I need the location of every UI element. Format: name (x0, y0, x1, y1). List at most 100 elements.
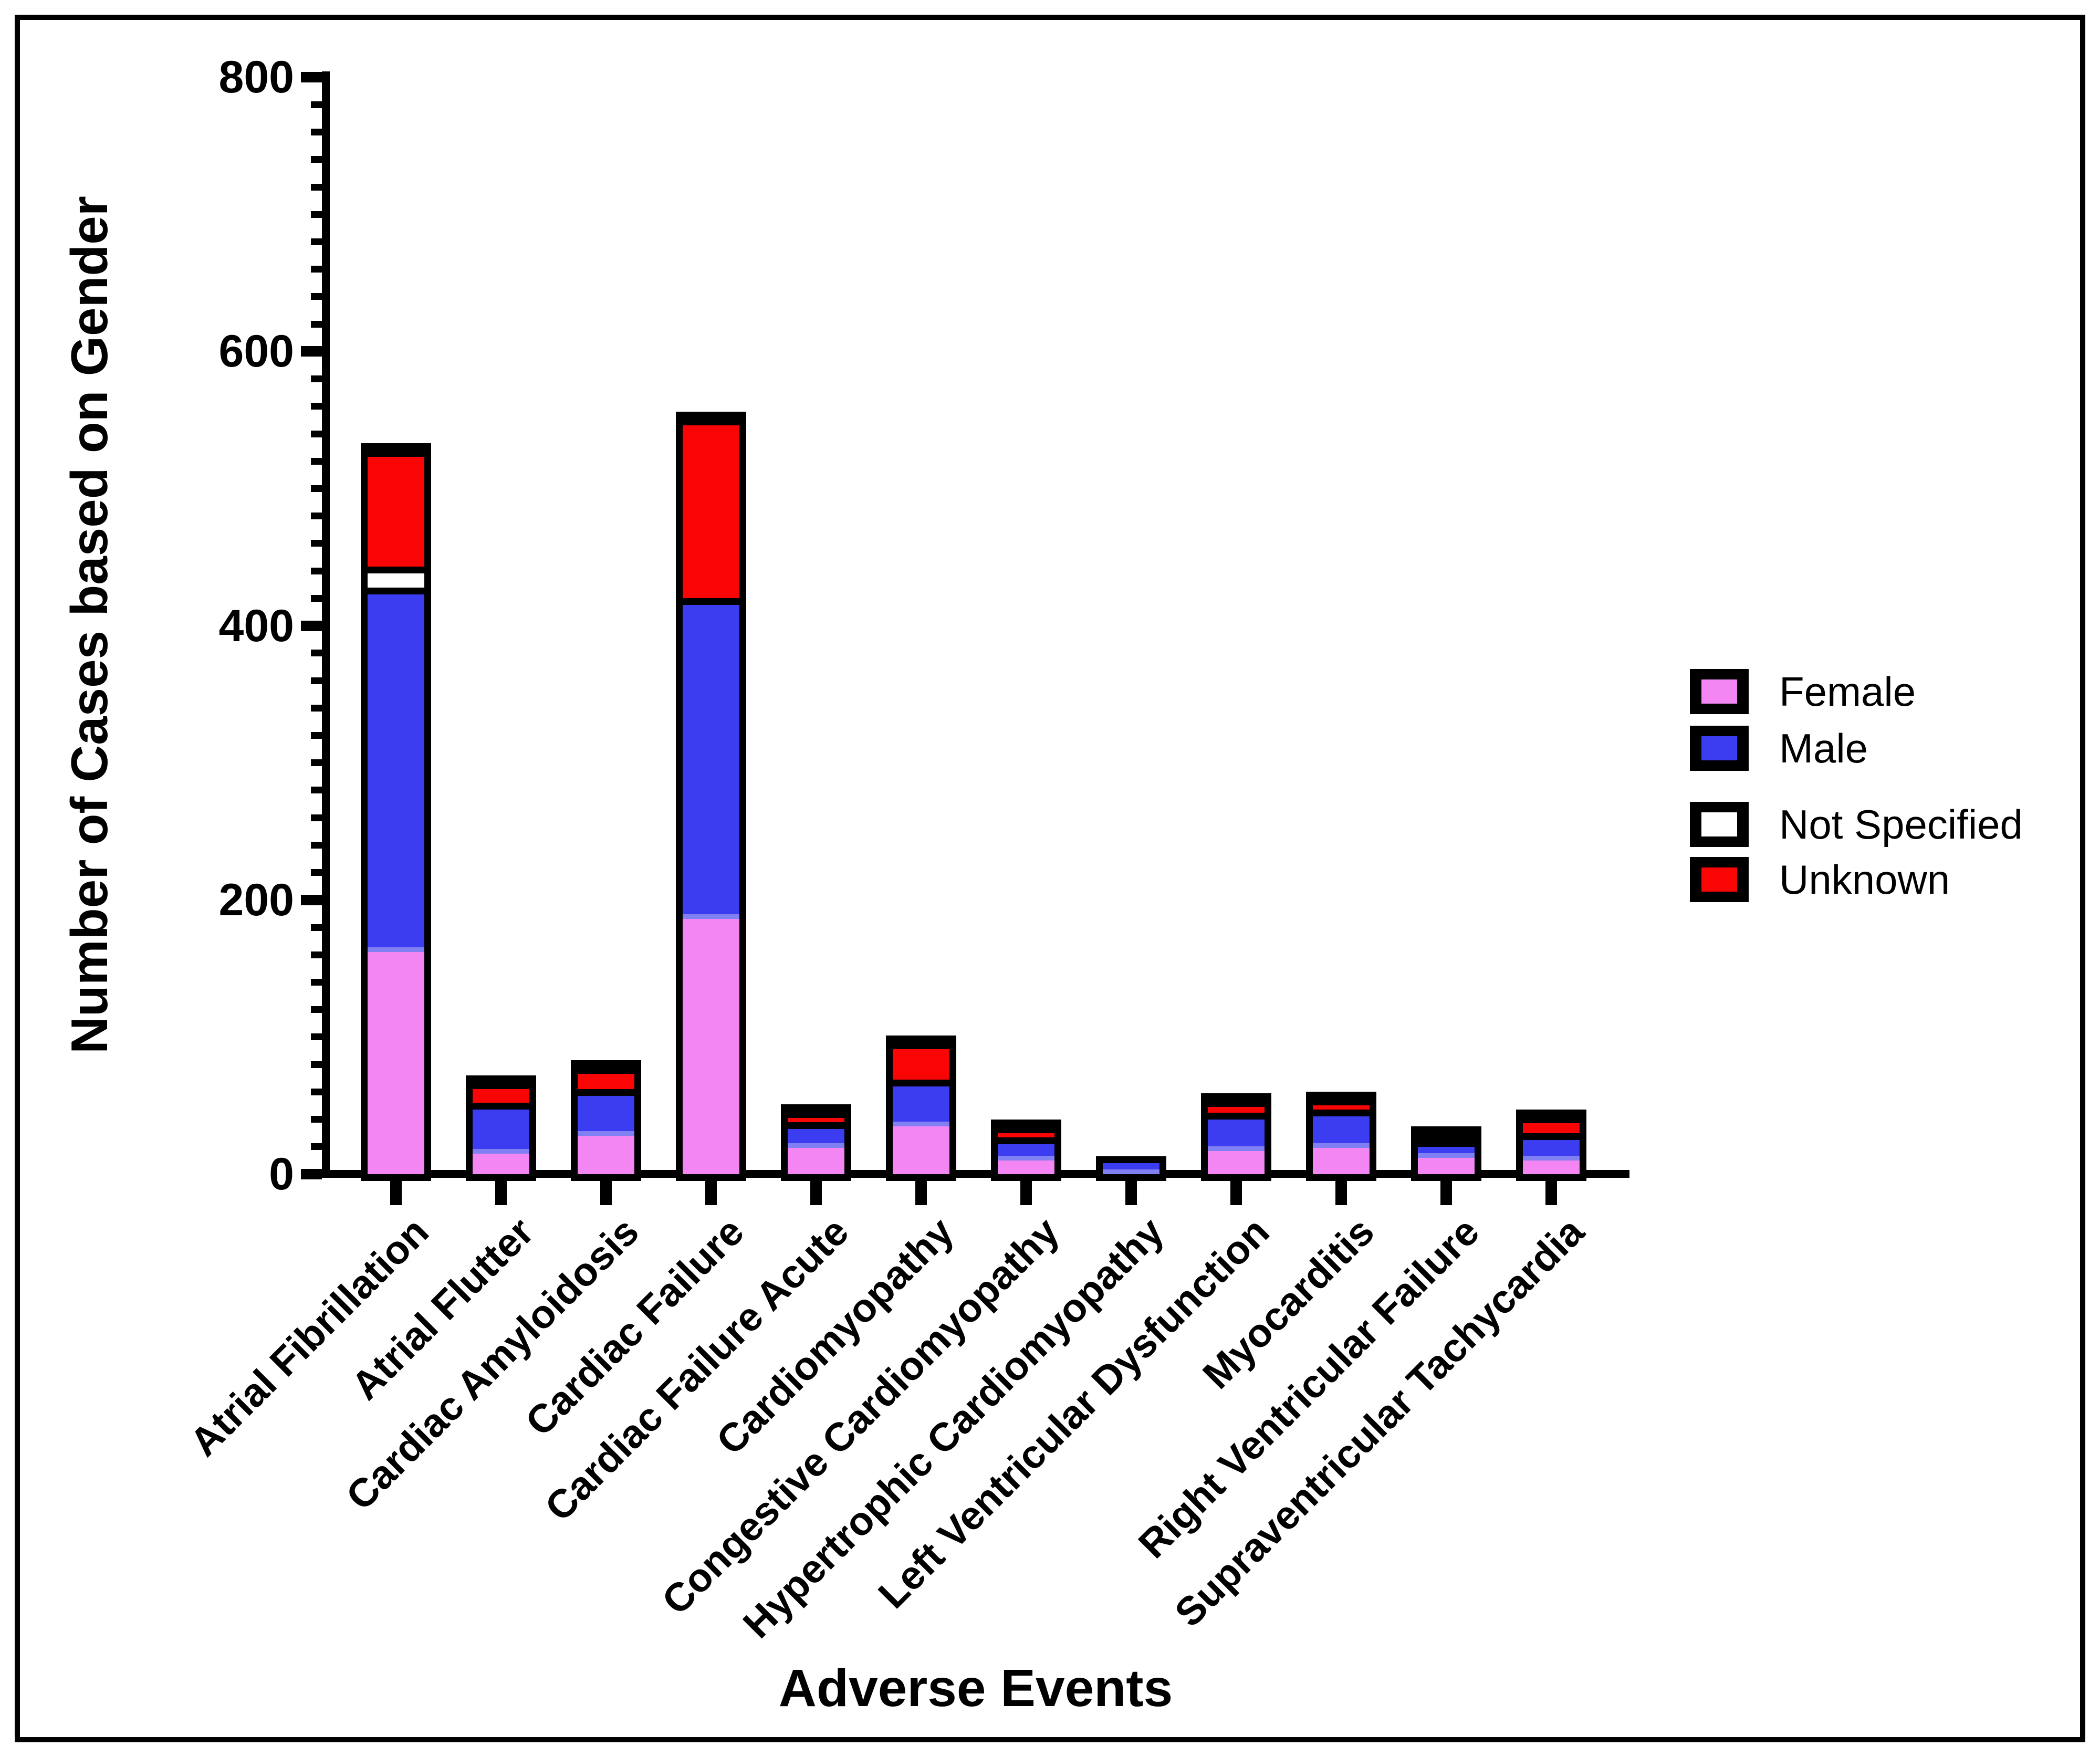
y-minor-tick (311, 650, 322, 657)
y-minor-tick (311, 320, 322, 328)
bar-segment-male (893, 1079, 949, 1126)
bar-segment-male (473, 1103, 529, 1154)
bar-atrial-flutter (466, 1075, 536, 1181)
y-minor-tick (311, 1006, 322, 1013)
x-below-tick (915, 1178, 927, 1205)
bar-segment-unknown (473, 1082, 529, 1103)
male-swatch-icon (1690, 726, 1749, 771)
legend-label: Male (1779, 725, 1868, 771)
bar-segment-unknown (578, 1067, 634, 1090)
y-minor-tick (311, 540, 322, 547)
bar-segment-male (1523, 1133, 1580, 1160)
y-major-tick (301, 1169, 322, 1179)
y-minor-tick (311, 513, 322, 520)
x-below-tick (1545, 1178, 1557, 1205)
y-minor-tick (311, 1116, 322, 1123)
bar-segment-female (683, 919, 739, 1174)
bar-segment-male (998, 1137, 1054, 1160)
bar-segment-male (1313, 1110, 1370, 1148)
legend-label: Female (1779, 668, 1916, 715)
y-major-tick (301, 620, 322, 631)
bar-segment-male (788, 1122, 844, 1148)
bar-segment-male (578, 1089, 634, 1136)
bar-segment-unknown (1418, 1133, 1475, 1140)
y-minor-tick (311, 293, 322, 300)
x-below-tick (705, 1178, 717, 1205)
y-minor-tick (311, 156, 322, 163)
y-minor-tick (311, 266, 322, 273)
bar-cardiac-failure-acute (781, 1104, 851, 1181)
bar-segment-unknown (1208, 1100, 1265, 1113)
female-swatch-icon (1690, 669, 1749, 714)
bar-segment-unknown (1313, 1099, 1370, 1110)
bar-segment-male (683, 598, 739, 919)
y-minor-tick (311, 924, 322, 931)
x-below-tick (810, 1178, 822, 1205)
x-axis-title: Adverse Events (778, 1659, 1173, 1718)
bar-myocarditis (1306, 1092, 1376, 1181)
y-tick-label: 800 (218, 52, 295, 103)
figure-border (15, 15, 2085, 1742)
bar-congestive-cardiomyopathy (991, 1119, 1061, 1181)
bar-segment-unknown (998, 1126, 1054, 1137)
bar-hypertrophic-cardiomyopathy (1096, 1156, 1166, 1181)
bar-segment-female (473, 1153, 529, 1174)
y-minor-tick (311, 1143, 322, 1151)
bar-left-ventricular-dysfunction (1201, 1093, 1271, 1181)
bar-segment-female (1313, 1148, 1370, 1174)
x-axis-line (322, 1170, 1629, 1178)
bar-segment-unknown (788, 1111, 844, 1122)
y-minor-tick (311, 567, 322, 574)
y-minor-tick (311, 841, 322, 849)
y-major-tick (301, 894, 322, 905)
y-minor-tick (311, 375, 322, 383)
y-minor-tick (311, 101, 322, 108)
y-minor-tick (311, 1033, 322, 1041)
bar-right-ventricular-failure (1411, 1126, 1481, 1181)
bar-segment-male (1208, 1112, 1265, 1151)
y-minor-tick (311, 403, 322, 410)
y-minor-tick (311, 211, 322, 218)
y-minor-tick (311, 430, 322, 437)
x-below-tick (1335, 1178, 1347, 1205)
y-minor-tick (311, 814, 322, 821)
y-minor-tick (311, 731, 322, 739)
y-tick-label: 600 (218, 326, 295, 377)
y-minor-tick (311, 485, 322, 492)
bar-segment-female (1418, 1157, 1475, 1174)
bar-segment-female (893, 1126, 949, 1174)
bar-segment-female (788, 1148, 844, 1174)
y-minor-tick (311, 787, 322, 794)
y-tick-label: 400 (218, 600, 295, 651)
y-axis-title: Number of Cases based on Gender (60, 196, 118, 1054)
bar-segment-male (1418, 1139, 1475, 1158)
bar-segment-female (578, 1135, 634, 1174)
bar-segment-unknown (1523, 1116, 1580, 1133)
y-minor-tick (311, 759, 322, 767)
bar-segment-female (368, 952, 424, 1174)
x-below-tick (600, 1178, 612, 1205)
bar-cardiac-amyloidosis (571, 1060, 641, 1181)
y-tick-label: 0 (269, 1149, 294, 1199)
bar-segment-male (368, 587, 424, 953)
y-tick-label: 200 (218, 874, 295, 925)
bar-segment-unknown (683, 419, 739, 599)
y-minor-tick (311, 704, 322, 712)
bar-segment-female (1208, 1151, 1265, 1174)
not-specified-swatch-icon (1690, 802, 1749, 847)
y-minor-tick (311, 677, 322, 684)
y-minor-tick (311, 1061, 322, 1068)
legend-label: Not Specified (1779, 801, 2023, 848)
y-axis-spine (322, 71, 330, 1178)
bar-cardiac-failure (676, 412, 746, 1181)
y-minor-tick (311, 129, 322, 136)
legend-label: Unknown (1779, 856, 1950, 903)
x-below-tick (1230, 1178, 1242, 1205)
y-minor-tick (311, 183, 322, 191)
x-below-tick (1440, 1178, 1452, 1205)
x-below-tick (1020, 1178, 1032, 1205)
x-below-tick (495, 1178, 507, 1205)
bar-segment-male (1103, 1163, 1159, 1174)
bar-segment-unknown (893, 1042, 949, 1080)
bar-cardiomyopathy (886, 1036, 956, 1181)
